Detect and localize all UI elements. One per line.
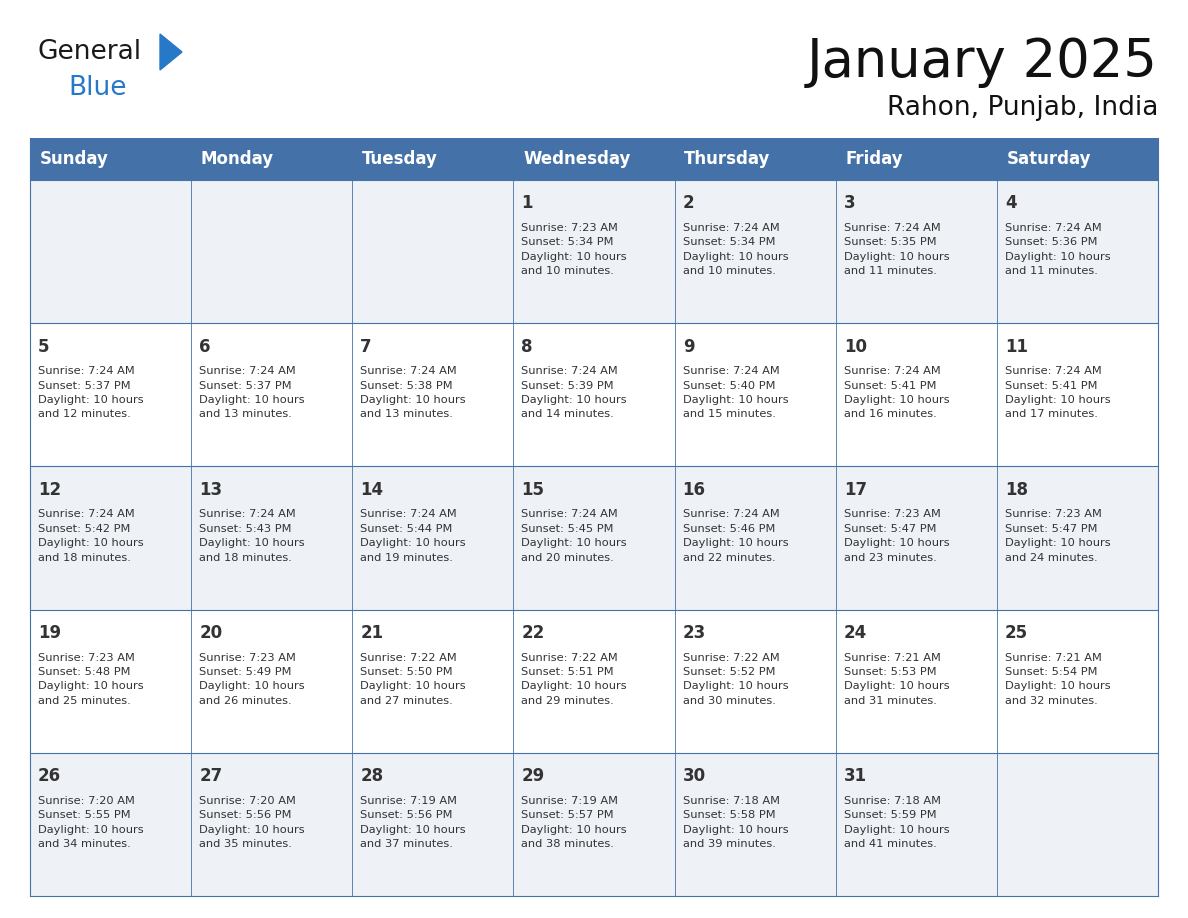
Text: 31: 31: [843, 767, 867, 785]
Text: Sunrise: 7:24 AM
Sunset: 5:38 PM
Daylight: 10 hours
and 13 minutes.: Sunrise: 7:24 AM Sunset: 5:38 PM Dayligh…: [360, 366, 466, 420]
Text: Sunrise: 7:23 AM
Sunset: 5:48 PM
Daylight: 10 hours
and 25 minutes.: Sunrise: 7:23 AM Sunset: 5:48 PM Dayligh…: [38, 653, 144, 706]
Bar: [191, 138, 353, 180]
Text: 26: 26: [38, 767, 62, 785]
Text: Sunrise: 7:24 AM
Sunset: 5:46 PM
Daylight: 10 hours
and 22 minutes.: Sunrise: 7:24 AM Sunset: 5:46 PM Dayligh…: [683, 509, 789, 563]
Text: 10: 10: [843, 338, 867, 355]
Text: 22: 22: [522, 624, 545, 642]
Text: 28: 28: [360, 767, 384, 785]
Bar: [997, 138, 1158, 180]
Text: Sunrise: 7:22 AM
Sunset: 5:52 PM
Daylight: 10 hours
and 30 minutes.: Sunrise: 7:22 AM Sunset: 5:52 PM Dayligh…: [683, 653, 789, 706]
Text: 18: 18: [1005, 481, 1028, 498]
Bar: [513, 138, 675, 180]
Text: Sunrise: 7:24 AM
Sunset: 5:39 PM
Daylight: 10 hours
and 14 minutes.: Sunrise: 7:24 AM Sunset: 5:39 PM Dayligh…: [522, 366, 627, 420]
Text: 24: 24: [843, 624, 867, 642]
Text: Sunrise: 7:24 AM
Sunset: 5:40 PM
Daylight: 10 hours
and 15 minutes.: Sunrise: 7:24 AM Sunset: 5:40 PM Dayligh…: [683, 366, 789, 420]
Text: Sunrise: 7:19 AM
Sunset: 5:57 PM
Daylight: 10 hours
and 38 minutes.: Sunrise: 7:19 AM Sunset: 5:57 PM Dayligh…: [522, 796, 627, 849]
Text: 29: 29: [522, 767, 545, 785]
Text: Sunrise: 7:24 AM
Sunset: 5:41 PM
Daylight: 10 hours
and 17 minutes.: Sunrise: 7:24 AM Sunset: 5:41 PM Dayligh…: [1005, 366, 1111, 420]
Text: Monday: Monday: [201, 150, 274, 168]
Text: Sunrise: 7:20 AM
Sunset: 5:55 PM
Daylight: 10 hours
and 34 minutes.: Sunrise: 7:20 AM Sunset: 5:55 PM Dayligh…: [38, 796, 144, 849]
Bar: [835, 138, 997, 180]
Text: Sunrise: 7:20 AM
Sunset: 5:56 PM
Daylight: 10 hours
and 35 minutes.: Sunrise: 7:20 AM Sunset: 5:56 PM Dayligh…: [200, 796, 305, 849]
Text: Sunrise: 7:24 AM
Sunset: 5:45 PM
Daylight: 10 hours
and 20 minutes.: Sunrise: 7:24 AM Sunset: 5:45 PM Dayligh…: [522, 509, 627, 563]
Text: Sunrise: 7:23 AM
Sunset: 5:34 PM
Daylight: 10 hours
and 10 minutes.: Sunrise: 7:23 AM Sunset: 5:34 PM Dayligh…: [522, 223, 627, 276]
Text: 6: 6: [200, 338, 210, 355]
Text: Sunrise: 7:24 AM
Sunset: 5:35 PM
Daylight: 10 hours
and 11 minutes.: Sunrise: 7:24 AM Sunset: 5:35 PM Dayligh…: [843, 223, 949, 276]
Text: Blue: Blue: [68, 75, 126, 101]
Text: Sunrise: 7:24 AM
Sunset: 5:42 PM
Daylight: 10 hours
and 18 minutes.: Sunrise: 7:24 AM Sunset: 5:42 PM Dayligh…: [38, 509, 144, 563]
Text: Sunrise: 7:23 AM
Sunset: 5:47 PM
Daylight: 10 hours
and 24 minutes.: Sunrise: 7:23 AM Sunset: 5:47 PM Dayligh…: [1005, 509, 1111, 563]
Text: Sunrise: 7:24 AM
Sunset: 5:41 PM
Daylight: 10 hours
and 16 minutes.: Sunrise: 7:24 AM Sunset: 5:41 PM Dayligh…: [843, 366, 949, 420]
Text: 20: 20: [200, 624, 222, 642]
Text: 14: 14: [360, 481, 384, 498]
Text: Sunrise: 7:19 AM
Sunset: 5:56 PM
Daylight: 10 hours
and 37 minutes.: Sunrise: 7:19 AM Sunset: 5:56 PM Dayligh…: [360, 796, 466, 849]
Text: 30: 30: [683, 767, 706, 785]
Text: Rahon, Punjab, India: Rahon, Punjab, India: [886, 95, 1158, 121]
Text: Sunrise: 7:21 AM
Sunset: 5:54 PM
Daylight: 10 hours
and 32 minutes.: Sunrise: 7:21 AM Sunset: 5:54 PM Dayligh…: [1005, 653, 1111, 706]
Text: 21: 21: [360, 624, 384, 642]
Text: 16: 16: [683, 481, 706, 498]
Polygon shape: [160, 34, 182, 70]
Text: Saturday: Saturday: [1006, 150, 1091, 168]
Text: 27: 27: [200, 767, 222, 785]
Text: Sunrise: 7:24 AM
Sunset: 5:37 PM
Daylight: 10 hours
and 13 minutes.: Sunrise: 7:24 AM Sunset: 5:37 PM Dayligh…: [200, 366, 305, 420]
Text: 3: 3: [843, 195, 855, 212]
Text: 2: 2: [683, 195, 694, 212]
Text: Friday: Friday: [846, 150, 903, 168]
Text: 4: 4: [1005, 195, 1017, 212]
Bar: [675, 138, 835, 180]
Text: January 2025: January 2025: [807, 36, 1158, 88]
Text: 12: 12: [38, 481, 62, 498]
Bar: [30, 610, 1158, 753]
Text: Sunday: Sunday: [39, 150, 108, 168]
Text: 7: 7: [360, 338, 372, 355]
Bar: [30, 753, 1158, 896]
Text: General: General: [38, 39, 143, 65]
Text: 15: 15: [522, 481, 544, 498]
Text: Sunrise: 7:24 AM
Sunset: 5:34 PM
Daylight: 10 hours
and 10 minutes.: Sunrise: 7:24 AM Sunset: 5:34 PM Dayligh…: [683, 223, 789, 276]
Text: 1: 1: [522, 195, 533, 212]
Text: 19: 19: [38, 624, 62, 642]
Text: Sunrise: 7:23 AM
Sunset: 5:49 PM
Daylight: 10 hours
and 26 minutes.: Sunrise: 7:23 AM Sunset: 5:49 PM Dayligh…: [200, 653, 305, 706]
Bar: [30, 323, 1158, 466]
Bar: [353, 138, 513, 180]
Text: 17: 17: [843, 481, 867, 498]
Bar: [30, 180, 1158, 323]
Text: 8: 8: [522, 338, 533, 355]
Text: Sunrise: 7:22 AM
Sunset: 5:51 PM
Daylight: 10 hours
and 29 minutes.: Sunrise: 7:22 AM Sunset: 5:51 PM Dayligh…: [522, 653, 627, 706]
Bar: [30, 466, 1158, 610]
Text: Wednesday: Wednesday: [523, 150, 631, 168]
Bar: [30, 138, 191, 180]
Text: Sunrise: 7:24 AM
Sunset: 5:36 PM
Daylight: 10 hours
and 11 minutes.: Sunrise: 7:24 AM Sunset: 5:36 PM Dayligh…: [1005, 223, 1111, 276]
Text: 25: 25: [1005, 624, 1028, 642]
Text: 5: 5: [38, 338, 50, 355]
Text: Thursday: Thursday: [684, 150, 771, 168]
Text: Sunrise: 7:22 AM
Sunset: 5:50 PM
Daylight: 10 hours
and 27 minutes.: Sunrise: 7:22 AM Sunset: 5:50 PM Dayligh…: [360, 653, 466, 706]
Text: Sunrise: 7:18 AM
Sunset: 5:58 PM
Daylight: 10 hours
and 39 minutes.: Sunrise: 7:18 AM Sunset: 5:58 PM Dayligh…: [683, 796, 789, 849]
Text: Sunrise: 7:23 AM
Sunset: 5:47 PM
Daylight: 10 hours
and 23 minutes.: Sunrise: 7:23 AM Sunset: 5:47 PM Dayligh…: [843, 509, 949, 563]
Text: 9: 9: [683, 338, 694, 355]
Text: 23: 23: [683, 624, 706, 642]
Text: Sunrise: 7:24 AM
Sunset: 5:43 PM
Daylight: 10 hours
and 18 minutes.: Sunrise: 7:24 AM Sunset: 5:43 PM Dayligh…: [200, 509, 305, 563]
Text: 13: 13: [200, 481, 222, 498]
Text: Sunrise: 7:21 AM
Sunset: 5:53 PM
Daylight: 10 hours
and 31 minutes.: Sunrise: 7:21 AM Sunset: 5:53 PM Dayligh…: [843, 653, 949, 706]
Text: Sunrise: 7:24 AM
Sunset: 5:44 PM
Daylight: 10 hours
and 19 minutes.: Sunrise: 7:24 AM Sunset: 5:44 PM Dayligh…: [360, 509, 466, 563]
Text: Sunrise: 7:18 AM
Sunset: 5:59 PM
Daylight: 10 hours
and 41 minutes.: Sunrise: 7:18 AM Sunset: 5:59 PM Dayligh…: [843, 796, 949, 849]
Text: 11: 11: [1005, 338, 1028, 355]
Text: Sunrise: 7:24 AM
Sunset: 5:37 PM
Daylight: 10 hours
and 12 minutes.: Sunrise: 7:24 AM Sunset: 5:37 PM Dayligh…: [38, 366, 144, 420]
Text: Tuesday: Tuesday: [362, 150, 438, 168]
